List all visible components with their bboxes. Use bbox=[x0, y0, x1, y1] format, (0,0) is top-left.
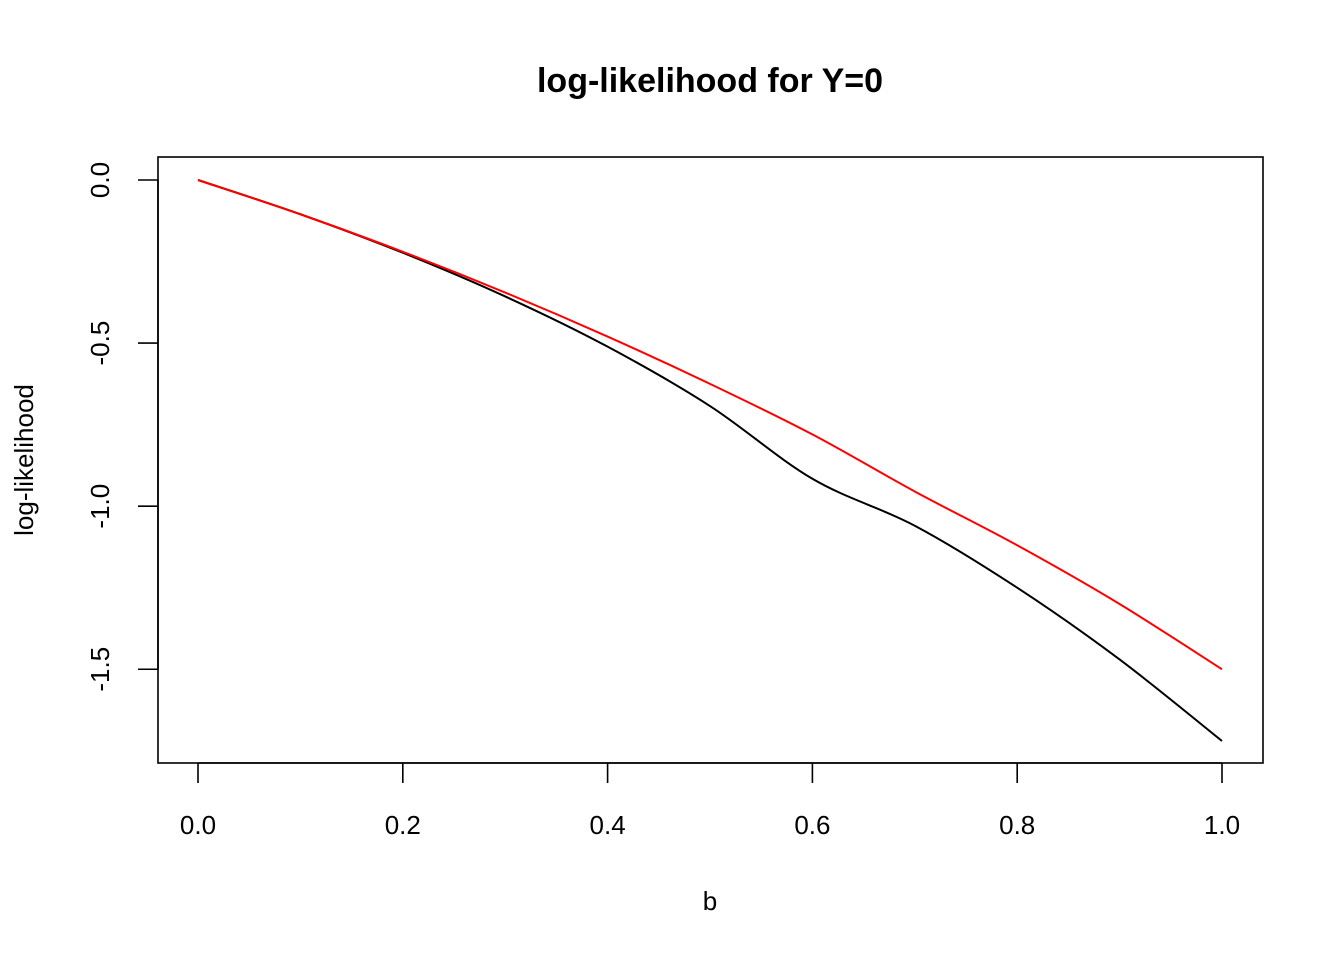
x-tick-label: 0.4 bbox=[590, 810, 626, 840]
x-axis-label: b bbox=[703, 886, 717, 916]
x-tick-label: 0.6 bbox=[794, 810, 830, 840]
y-tick-label: 0.0 bbox=[85, 162, 115, 198]
x-tick-label: 0.8 bbox=[999, 810, 1035, 840]
series-layer bbox=[197, 179, 1223, 742]
series-line-1 bbox=[197, 179, 1223, 742]
plot-frame bbox=[157, 156, 1264, 764]
y-tick-label: -1.5 bbox=[85, 647, 115, 692]
y-tick-label: -1.0 bbox=[85, 484, 115, 529]
x-tick-label: 0.0 bbox=[180, 810, 216, 840]
y-tick-label: -0.5 bbox=[85, 321, 115, 366]
chart-title: log-likelihood for Y=0 bbox=[537, 62, 883, 100]
y-axis-label: log-likelihood bbox=[9, 384, 39, 536]
series-line-2 bbox=[197, 179, 1223, 671]
y-axis: 0.0 -0.5 -1.0 -1.5 bbox=[85, 162, 159, 692]
x-tick-label: 0.2 bbox=[385, 810, 421, 840]
x-axis: 0.0 0.2 0.4 0.6 0.8 1.0 bbox=[180, 762, 1240, 840]
x-tick-label: 1.0 bbox=[1204, 810, 1240, 840]
